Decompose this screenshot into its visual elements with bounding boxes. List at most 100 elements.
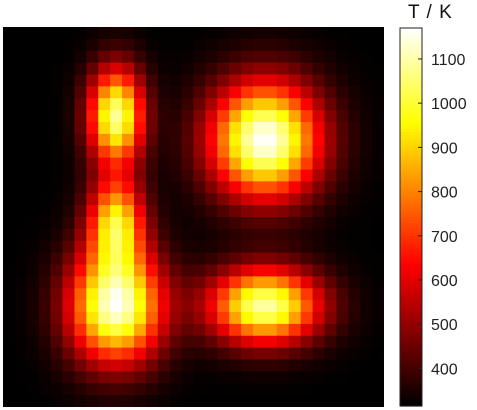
colorbar-segment bbox=[400, 320, 422, 325]
heatmap-cell bbox=[264, 312, 278, 325]
heatmap-cell bbox=[241, 252, 254, 266]
heatmap-cell bbox=[14, 335, 28, 349]
colorbar-segment bbox=[400, 339, 422, 344]
heatmap-cell bbox=[62, 157, 76, 171]
heatmap-cell bbox=[26, 383, 40, 396]
colorbar-segment bbox=[400, 169, 422, 174]
heatmap-cell bbox=[14, 395, 28, 407]
heatmap-cell bbox=[26, 276, 40, 289]
heatmap-cell bbox=[145, 240, 159, 254]
heatmap-cell bbox=[38, 181, 52, 194]
colorbar-segment bbox=[400, 393, 422, 398]
heatmap-cell bbox=[360, 157, 373, 171]
heatmap-cell bbox=[312, 264, 326, 277]
heatmap-cell bbox=[169, 50, 183, 64]
heatmap-cell bbox=[253, 27, 266, 40]
colorbar-segment bbox=[400, 72, 422, 76]
heatmap-cell bbox=[264, 359, 278, 372]
heatmap-cell bbox=[193, 335, 207, 349]
heatmap-cell bbox=[312, 323, 326, 337]
heatmap-cell bbox=[62, 371, 76, 384]
heatmap-cell bbox=[122, 181, 135, 194]
heatmap-cell bbox=[276, 359, 290, 372]
heatmap-cell bbox=[86, 312, 99, 325]
heatmap-cell bbox=[145, 276, 159, 289]
colorbar-segment bbox=[400, 75, 422, 79]
heatmap-cell bbox=[74, 217, 87, 230]
heatmap-cell bbox=[241, 371, 254, 384]
heatmap-cell bbox=[62, 252, 76, 266]
heatmap-cell bbox=[181, 38, 195, 52]
heatmap-cell bbox=[38, 205, 52, 218]
heatmap-cell bbox=[193, 62, 207, 76]
colorbar-segment bbox=[400, 65, 422, 70]
heatmap-cell bbox=[122, 205, 135, 218]
heatmap-cell bbox=[26, 193, 40, 206]
colorbar-tick-label: 400 bbox=[431, 361, 458, 378]
heatmap-cell bbox=[300, 359, 314, 372]
heatmap-cell bbox=[300, 193, 314, 206]
heatmap-cell bbox=[133, 383, 147, 396]
heatmap-cell bbox=[86, 228, 99, 242]
heatmap-cell bbox=[181, 122, 195, 135]
heatmap-cell bbox=[38, 27, 52, 40]
heatmap-cell bbox=[276, 276, 290, 289]
heatmap-cell bbox=[62, 228, 76, 242]
heatmap-cell bbox=[74, 228, 87, 242]
heatmap-cell bbox=[86, 217, 99, 230]
heatmap-cell bbox=[62, 264, 76, 277]
heatmap-cell bbox=[3, 252, 16, 266]
heatmap-cell bbox=[62, 74, 76, 87]
heatmap-cell bbox=[336, 323, 349, 337]
heatmap-cell bbox=[336, 300, 349, 313]
heatmap-cell bbox=[86, 371, 99, 384]
heatmap-cell bbox=[86, 288, 99, 301]
heatmap-cell bbox=[253, 145, 266, 159]
heatmap-cell bbox=[300, 110, 314, 123]
heatmap-cell bbox=[26, 98, 40, 111]
heatmap-cell bbox=[264, 335, 278, 349]
heatmap-cell bbox=[145, 50, 159, 64]
heatmap-cell bbox=[372, 27, 384, 40]
heatmap-cell bbox=[14, 312, 28, 325]
heatmap-cell bbox=[253, 395, 266, 407]
heatmap-cell bbox=[241, 157, 254, 171]
heatmap-cell bbox=[145, 288, 159, 301]
heatmap-cell bbox=[145, 27, 159, 40]
heatmap-cell bbox=[3, 383, 16, 396]
heatmap-cell bbox=[300, 50, 314, 64]
heatmap-cell bbox=[205, 395, 218, 407]
heatmap-cell bbox=[336, 62, 349, 76]
heatmap-cell bbox=[62, 181, 76, 194]
heatmap-cell bbox=[157, 312, 171, 325]
heatmap-cell bbox=[110, 383, 123, 396]
heatmap-cell bbox=[205, 62, 218, 76]
heatmap-cell bbox=[288, 264, 302, 277]
heatmap-cell bbox=[253, 122, 266, 135]
heatmap-cell bbox=[288, 383, 302, 396]
heatmap-cell bbox=[288, 38, 302, 52]
heatmap-cell bbox=[181, 50, 195, 64]
colorbar-segment bbox=[400, 53, 422, 57]
colorbar-segment bbox=[400, 349, 422, 354]
heatmap-cell bbox=[26, 169, 40, 182]
heatmap-cell bbox=[360, 169, 373, 182]
heatmap-cell bbox=[86, 122, 99, 135]
heatmap-cell bbox=[312, 335, 326, 349]
heatmap-cell bbox=[276, 122, 290, 135]
colorbar-segment bbox=[400, 239, 422, 243]
colorbar-segment bbox=[400, 371, 422, 376]
heatmap-cell bbox=[348, 228, 361, 242]
heatmap-cell bbox=[241, 145, 254, 159]
heatmap-cell bbox=[288, 395, 302, 407]
heatmap-cell bbox=[181, 86, 195, 99]
heatmap-cell bbox=[229, 264, 242, 277]
heatmap-cell bbox=[181, 335, 195, 349]
colorbar-segment bbox=[400, 37, 422, 42]
heatmap-cell bbox=[229, 145, 242, 159]
heatmap-cell bbox=[264, 181, 278, 194]
heatmap-cell bbox=[336, 86, 349, 99]
heatmap-cell bbox=[348, 62, 361, 76]
heatmap-cell bbox=[217, 122, 230, 135]
heatmap-cell bbox=[157, 157, 171, 171]
